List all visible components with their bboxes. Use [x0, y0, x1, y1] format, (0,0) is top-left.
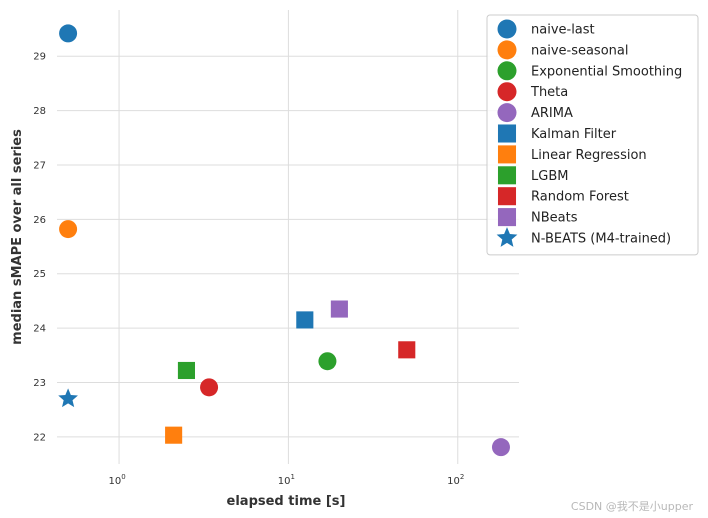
- data-point: [59, 220, 78, 239]
- legend-marker: [497, 40, 517, 60]
- legend-marker: [497, 82, 517, 102]
- legend-entry: LGBM: [531, 169, 568, 184]
- y-tick-label: 22: [33, 432, 46, 443]
- legend-box: [486, 14, 699, 256]
- data-point: [398, 341, 416, 359]
- legend-marker: [497, 187, 517, 206]
- grid-lines: [57, 10, 519, 464]
- legend-marker: [497, 208, 517, 227]
- data-point: [59, 24, 78, 43]
- x-axis-ticks: 100 101 102: [108, 473, 464, 487]
- x-tick-label: 102: [447, 473, 464, 487]
- y-tick-label: 23: [33, 378, 46, 389]
- data-points: [58, 24, 510, 457]
- y-tick-label: 25: [33, 269, 46, 280]
- legend-marker: [497, 166, 517, 185]
- legend-entry: naive-seasonal: [531, 43, 628, 58]
- legend-marker: [497, 19, 517, 39]
- y-tick-label: 24: [33, 324, 46, 335]
- data-point: [200, 378, 219, 397]
- x-tick-label: 100: [108, 473, 125, 487]
- data-point: [58, 388, 78, 408]
- data-point: [296, 311, 314, 329]
- legend-entry: Theta: [530, 85, 568, 100]
- legend-entry: N-BEATS (M4-trained): [531, 232, 671, 247]
- y-tick-label: 29: [33, 52, 46, 63]
- watermark: CSDN @我不是小upper: [571, 500, 694, 513]
- legend-entry: Exponential Smoothing: [531, 64, 682, 79]
- y-tick-label: 27: [33, 160, 46, 171]
- data-point: [177, 361, 196, 380]
- legend-entry: ARIMA: [531, 106, 573, 121]
- legend-marker: [497, 61, 517, 81]
- x-tick-label: 101: [278, 473, 295, 487]
- legend-entry: naive-last: [531, 23, 595, 38]
- y-axis-ticks: 22 23 24 25 26 27 28 29: [33, 52, 46, 444]
- legend-entry: Kalman Filter: [531, 127, 617, 142]
- y-tick-label: 26: [33, 215, 46, 226]
- x-axis-label: elapsed time [s]: [227, 494, 346, 509]
- data-point: [318, 352, 337, 371]
- legend-marker: [497, 124, 517, 143]
- legend-entry: NBeats: [531, 211, 578, 226]
- legend: naive-last naive-seasonal Exponential Smoo…: [486, 14, 699, 256]
- data-point: [165, 426, 183, 444]
- data-point: [491, 438, 510, 457]
- legend-marker: [497, 145, 517, 164]
- y-axis-label: median sMAPE over all series: [10, 129, 25, 345]
- y-tick-label: 28: [33, 106, 46, 117]
- legend-entry: Random Forest: [531, 190, 629, 205]
- data-point: [330, 300, 348, 318]
- legend-marker: [497, 103, 517, 123]
- legend-entry: Linear Regression: [531, 148, 647, 163]
- legend-marker: [496, 227, 518, 247]
